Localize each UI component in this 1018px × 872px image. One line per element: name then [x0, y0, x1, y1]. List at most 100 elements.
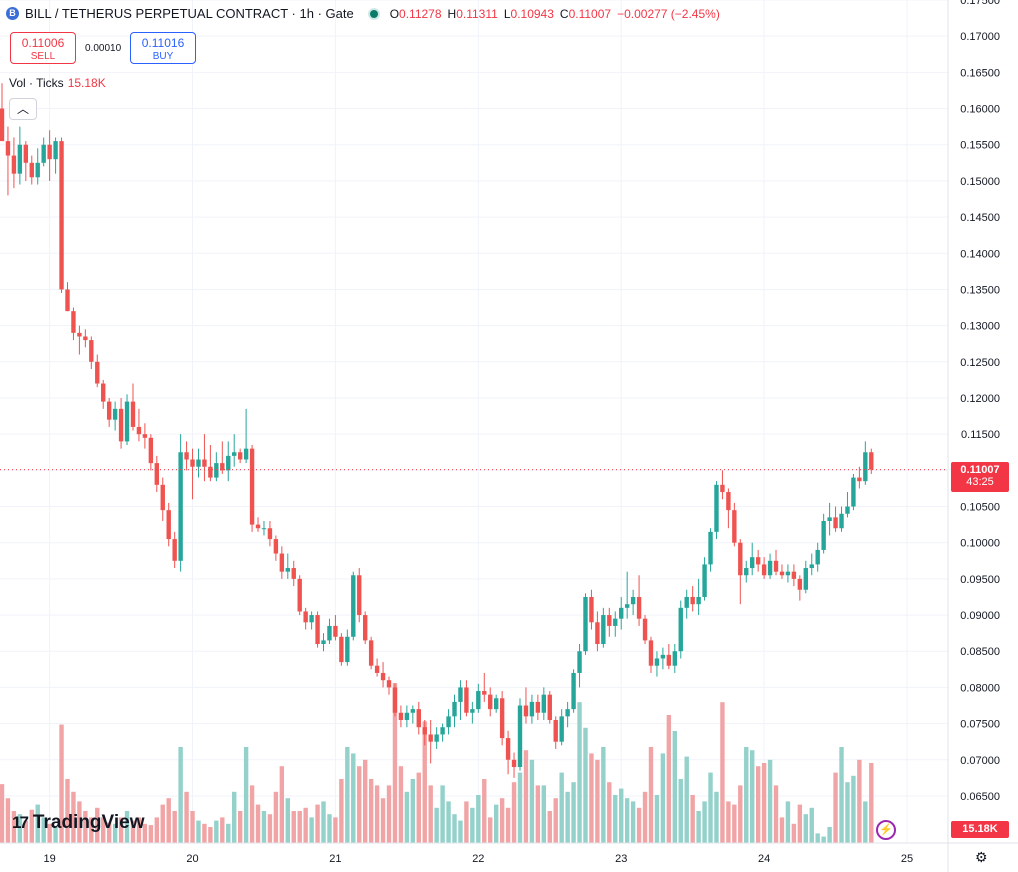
volume-bar — [642, 791, 648, 843]
volume-bar — [267, 814, 273, 843]
candle — [642, 615, 648, 645]
candle — [392, 683, 398, 717]
lightning-icon[interactable]: ⚡ — [876, 820, 896, 840]
candle — [785, 564, 791, 583]
volume-bar — [482, 779, 487, 843]
ohlc-change: −0.00277 (−2.45%) — [617, 6, 720, 21]
candle-body — [553, 719, 558, 742]
candle — [273, 535, 279, 561]
price-axis[interactable]: 0.17500 0.17000 0.16500 0.16000 0.15500 0.150… — [947, 0, 1000, 872]
candle-body — [720, 484, 725, 493]
candle — [362, 611, 368, 645]
volume-bar — [755, 766, 761, 843]
volume-bar — [65, 779, 70, 843]
sell-label: SELL — [30, 51, 56, 62]
volume-value: 15.18K — [67, 76, 106, 90]
candle-body — [160, 484, 165, 511]
chevron-up-icon[interactable]: ︿ — [9, 98, 37, 120]
chart-header: B BILL / TETHERUS PERPETUAL CONTRACT · 1… — [6, 6, 726, 21]
buy-button[interactable]: 0.11016 BUY — [130, 32, 196, 64]
candle — [321, 633, 326, 652]
volume-bar — [327, 814, 332, 843]
candle — [630, 589, 636, 616]
candle-body — [0, 108, 5, 142]
candle — [17, 126, 23, 185]
candle — [458, 680, 463, 720]
candle — [202, 434, 207, 482]
candle — [172, 531, 177, 569]
time-tick-label: 24 — [758, 853, 770, 865]
volume-bar — [779, 817, 785, 843]
candle — [714, 481, 719, 540]
sell-button[interactable]: 0.11006 SELL — [10, 32, 76, 64]
candle-body — [273, 539, 279, 554]
gear-icon[interactable]: ⚙ — [975, 849, 988, 865]
candle-body — [17, 144, 23, 174]
candle — [535, 694, 541, 720]
candle-body — [386, 680, 392, 688]
volume-legend[interactable]: Vol · Ticks 15.18K — [9, 76, 106, 90]
volume-bar — [488, 817, 493, 843]
volume-bar — [315, 804, 320, 843]
volume-bar — [726, 801, 731, 843]
candle-body — [428, 734, 433, 742]
volume-bar — [47, 823, 52, 843]
volume-bar — [696, 811, 701, 843]
candle — [23, 141, 29, 181]
volume-bar — [863, 801, 868, 843]
candle-body — [434, 734, 439, 742]
symbol-title[interactable]: BILL / TETHERUS PERPETUAL CONTRACT · 1h … — [25, 6, 354, 21]
candle — [71, 307, 76, 341]
candle-body — [136, 426, 142, 435]
volume-bar — [464, 801, 469, 843]
candle — [249, 445, 255, 532]
volume-bar — [440, 785, 445, 843]
time-axis[interactable]: 19 20 21 22 23 24 25 — [0, 842, 1018, 865]
candle — [35, 148, 40, 185]
volume-bar — [529, 759, 535, 843]
candle-body — [821, 520, 826, 550]
candle-body — [226, 455, 231, 471]
candle-body — [255, 524, 261, 529]
candle-body — [297, 578, 302, 612]
candle — [541, 687, 547, 720]
volume-bar — [761, 763, 767, 843]
candle-body — [690, 596, 695, 605]
candle-body — [493, 698, 499, 710]
candle-body — [261, 528, 267, 530]
volume-bar — [624, 798, 630, 843]
candle — [744, 560, 749, 583]
volume-bar — [368, 779, 374, 843]
candle — [154, 455, 160, 493]
candle-body — [458, 687, 463, 702]
candle — [232, 434, 237, 467]
candle — [601, 607, 606, 648]
candle — [505, 730, 511, 775]
candle — [464, 680, 469, 717]
candle — [529, 694, 535, 724]
candle — [380, 662, 386, 688]
price-tick-label: 0.11500 — [961, 429, 1000, 441]
candle — [726, 488, 731, 529]
candle-body — [488, 694, 493, 710]
candle — [476, 683, 481, 713]
candle — [613, 611, 618, 637]
price-tick-label: 0.09000 — [960, 610, 1000, 622]
candle-body — [684, 596, 689, 608]
time-tick-label: 22 — [472, 853, 484, 865]
candle — [827, 502, 832, 536]
candle — [863, 441, 868, 485]
candle-body — [23, 144, 29, 163]
ohlc-low: L0.10943 — [503, 6, 554, 21]
volume-bar — [83, 811, 88, 843]
tradingview-logo[interactable]: 17 TradingView — [12, 812, 145, 834]
candle — [303, 607, 308, 630]
last-price-label: 0.11007 43:25 — [951, 462, 1009, 492]
candle-body — [95, 361, 100, 384]
candle-body — [589, 596, 594, 623]
grid — [0, 0, 948, 843]
candle-body — [184, 452, 189, 460]
volume-bars — [0, 683, 874, 843]
volume-bar — [279, 766, 285, 843]
